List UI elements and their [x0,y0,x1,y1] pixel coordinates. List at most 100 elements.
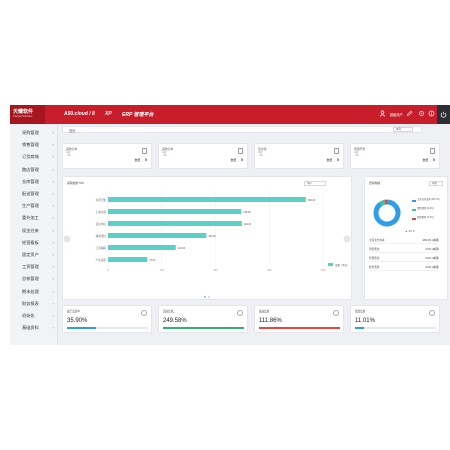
document-icon [238,148,243,154]
chevron-right-icon: › [52,142,54,148]
kpi-title: 流动比率 [163,310,174,313]
sidebar-item[interactable]: 委外加工 › [10,213,58,223]
edit-icon[interactable] [406,110,413,117]
chevron-right-icon: › [52,325,54,331]
sidebar-item[interactable]: 期末处理 › [10,287,58,297]
sidebar-item-label: 现金往来 [22,227,39,233]
y-category-label: 广东东区 [96,258,107,262]
expense-label: 主营业务成本 [369,239,385,242]
legend-label: 销售费用 (6.2%) [417,208,434,210]
stat-card[interactable]: 应付款 本期 -- % 数量： 0 [254,143,344,169]
sidebar-item-label: 财务报表 [22,300,39,306]
carousel-next-icon[interactable] [343,235,351,243]
stat-value: 0 [337,158,339,162]
stat-title: 采购订单 [66,147,78,151]
sidebar-item[interactable]: 销售管理 › [10,140,58,150]
stat-value-label: 数量： [326,158,335,162]
kpi-progress-fill [259,327,340,329]
y-category-label: 六月卫生 [96,198,107,202]
sidebar: 采购管理 › 销售管理 › 订货商城 › 跑店管理 › 仓库管理 › 配送管理 › 生产管理 › 委外加工 ›… [10,124,58,345]
stat-card[interactable]: 采购订单 本期 -- % 数量： 0 [158,143,248,169]
bar [108,197,306,202]
sidebar-item[interactable]: 工资管理 › [10,262,58,272]
pager-prev-icon[interactable]: ▲ [405,230,408,233]
stat-card[interactable]: 采购订单 本期 -- % 数量： 0 [62,143,152,169]
kpi-progress-track [163,327,244,329]
kpi-progress-fill [67,327,97,329]
sidebar-item[interactable]: 跑店管理 › [10,165,58,175]
sidebar-item[interactable]: 订货商城 › [10,152,58,162]
stat-title: 费用开支 [354,147,366,151]
donut-pager[interactable]: ▲ 1/1 ▼ [405,230,415,233]
bar-value-label: 368.00 [308,199,316,202]
chevron-right-icon: › [52,239,54,245]
kpi-title: 现金比率 [355,310,366,313]
sidebar-item-label: 初始化 [22,313,35,318]
sidebar-item[interactable]: 采购管理 › [10,128,58,138]
sidebar-item[interactable]: 基础资料 › [10,323,58,333]
expense-row: 销售费用 0.0% (本期) [369,246,439,253]
kpi-title: 速动比率 [259,310,270,313]
sidebar-item[interactable]: 仓库管理 › [10,177,58,187]
current-user[interactable]: 超级用户 [390,113,403,117]
kpi-value: 111.86% [259,318,282,324]
sidebar-item[interactable]: 生产管理 › [10,201,58,211]
kpi-card[interactable]: 资产负债率 Debt ratio 35.90% [62,305,152,333]
bar-value-label: 126.00 [178,247,186,250]
kpi-icon [429,310,435,316]
breadcrumb-home[interactable]: 首页 [69,129,76,133]
stat-subtitle: 本期 [162,152,167,154]
expense-composition-card: 费用构成 本期 主营业务成本 (90.7%) 销售费用 (6.2%) 管理费用 (3… [364,176,448,300]
sidebar-item-label: 配送管理 [22,191,39,196]
chevron-right-icon: › [52,300,54,306]
power-icon[interactable] [440,111,447,118]
stat-value: 0 [433,158,435,162]
sidebar-item-label: 生产管理 [22,203,39,209]
period-select[interactable]: 本年 [393,127,413,132]
gear-icon[interactable] [418,110,425,117]
stat-title: 采购订单 [162,147,174,151]
info-icon[interactable] [428,110,435,117]
stat-delta: -- % [258,154,263,157]
chevron-right-icon: › [52,227,54,233]
sidebar-item[interactable]: 初始化 › [10,311,58,321]
top-bar: 天耀软件 Tianyao Software A50.cloud / 8 XP E… [10,105,450,124]
bar [108,221,242,226]
chevron-right-icon: › [52,154,54,160]
bar-chart-select[interactable]: 本年 [304,181,326,186]
x-tick-label: 0 [107,268,109,272]
stat-card[interactable]: 费用开支 本期 -- % 数量： 0 [350,143,440,169]
donut-slice [379,199,386,206]
donut-slice [373,199,401,227]
kpi-icon [141,310,147,316]
sidebar-item-label: 仓库管理 [22,178,39,184]
kpi-title: 资产负债率 [67,310,80,313]
donut-select[interactable]: 本期 [429,181,443,186]
sidebar-item[interactable]: 总帐管理 › [10,274,58,284]
expense-row: 管理费用 0.0% (本期) [369,255,439,262]
carousel-prev-icon[interactable] [63,235,71,243]
kpi-icon [333,310,339,316]
expense-row: 财务费用 0.0% (本期) [369,264,439,271]
kpi-card[interactable]: 流动比率 Current ratio 249.58% [158,305,248,333]
sidebar-item[interactable]: 经营看板 › [10,238,58,248]
pager-next-icon[interactable]: ▼ [412,230,416,233]
sidebar-item[interactable]: 固定资产 › [10,250,58,260]
user-icon[interactable] [379,110,386,117]
kpi-progress-track [67,327,148,329]
kpi-card[interactable]: 速动比率 Quick ratio 111.86% [254,305,344,333]
logo[interactable]: 天耀软件 Tianyao Software [10,105,45,124]
stat-value-wrap: 数量： 0 [231,158,243,162]
kpi-card[interactable]: 现金比率 Cash ratio 11.01% [350,305,440,333]
document-icon [334,148,339,154]
sidebar-item[interactable]: 财务报表 › [10,299,58,309]
bar [108,257,148,262]
sidebar-item[interactable]: 现金往来 › [10,226,58,236]
bar-value-label: 183.00 [208,235,216,238]
kpi-progress-track [259,327,340,329]
kpi-subtitle: Debt ratio [67,312,77,314]
donut-title: 费用构成 [369,181,381,185]
donut-legend-item: 管理费用 (3.1%) [412,217,443,220]
sidebar-item[interactable]: 配送管理 › [10,189,58,199]
sidebar-item-label: 固定资产 [22,252,39,257]
